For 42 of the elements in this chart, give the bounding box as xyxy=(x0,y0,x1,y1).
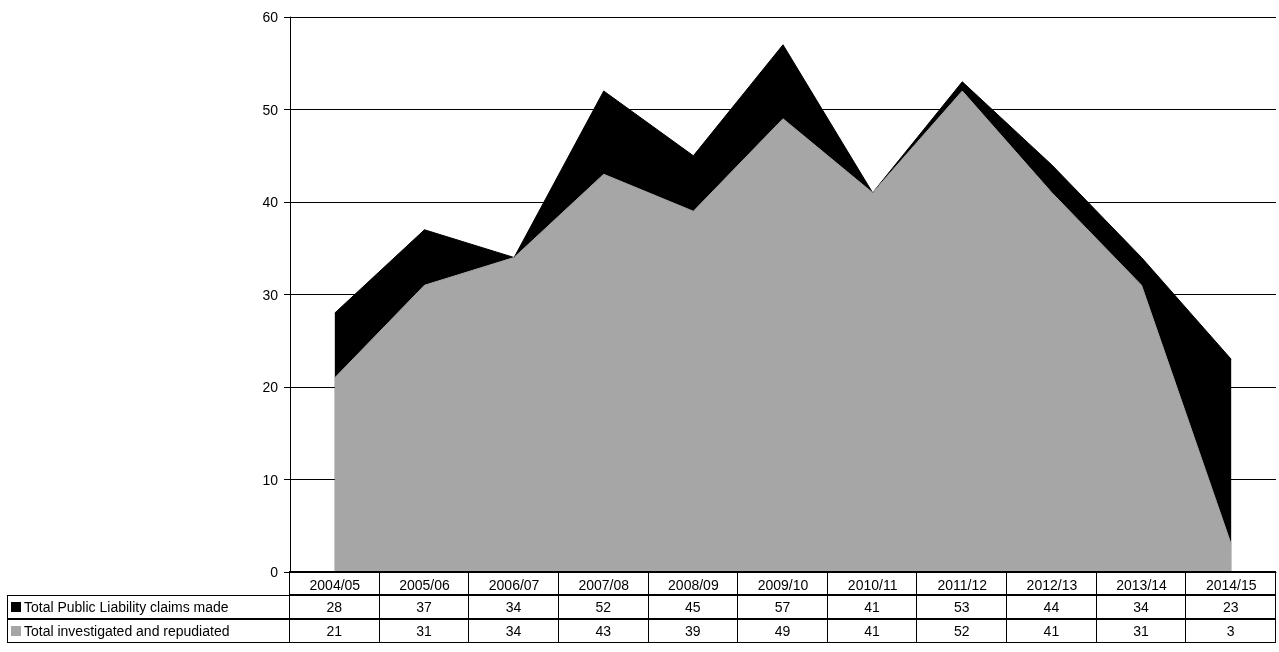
data-label: 21 xyxy=(289,619,380,643)
x-tick-label: 2010/11 xyxy=(847,577,898,593)
x-tick-label: 2006/07 xyxy=(488,577,540,593)
data-label: 53 xyxy=(916,595,1008,619)
y-tick-label: 60 xyxy=(262,9,279,25)
y-tick-label: 40 xyxy=(262,194,279,210)
data-label: 31 xyxy=(378,619,470,643)
x-tick-label: 2014/15 xyxy=(1205,577,1257,593)
y-tick-label: 0 xyxy=(270,564,279,580)
x-tick-label: 2009/10 xyxy=(757,577,809,593)
data-label: 44 xyxy=(1006,595,1097,619)
data-label: 57 xyxy=(737,595,828,619)
data-label: 43 xyxy=(557,619,649,643)
x-tick-label: 2004/05 xyxy=(309,577,361,593)
x-tick-label: 2008/09 xyxy=(668,577,719,593)
data-label: 41 xyxy=(826,595,918,619)
data-label: 34 xyxy=(1095,595,1187,619)
data-label: 39 xyxy=(647,619,739,643)
data-label: 41 xyxy=(1006,619,1097,643)
y-tick-label: 30 xyxy=(262,286,279,303)
data-label: 41 xyxy=(826,619,918,643)
data-label: 3 xyxy=(1185,619,1276,643)
data-label: 37 xyxy=(378,595,470,619)
x-tick-label: 2013/14 xyxy=(1116,577,1168,593)
legend-label: Total investigated and repudiated xyxy=(24,623,230,639)
data-label: 52 xyxy=(557,595,649,619)
y-tick-label: 10 xyxy=(262,471,279,488)
data-label: 28 xyxy=(289,595,380,619)
data-label: 34 xyxy=(468,619,559,643)
data-label: 23 xyxy=(1185,595,1276,619)
x-tick-label: 2011/12 xyxy=(937,577,988,593)
x-tick-label: 2007/08 xyxy=(578,577,630,593)
legend-label: Total Public Liability claims made xyxy=(24,599,229,615)
x-tick-label: 2005/06 xyxy=(399,577,450,593)
data-label: 52 xyxy=(916,619,1008,643)
data-label: 45 xyxy=(647,595,739,619)
x-tick-label: 2012/13 xyxy=(1026,577,1078,593)
y-tick-label: 20 xyxy=(262,379,279,395)
data-label: 31 xyxy=(1095,619,1187,643)
y-tick-label: 50 xyxy=(262,101,279,118)
data-label: 49 xyxy=(737,619,828,643)
data-label: 34 xyxy=(468,595,559,619)
